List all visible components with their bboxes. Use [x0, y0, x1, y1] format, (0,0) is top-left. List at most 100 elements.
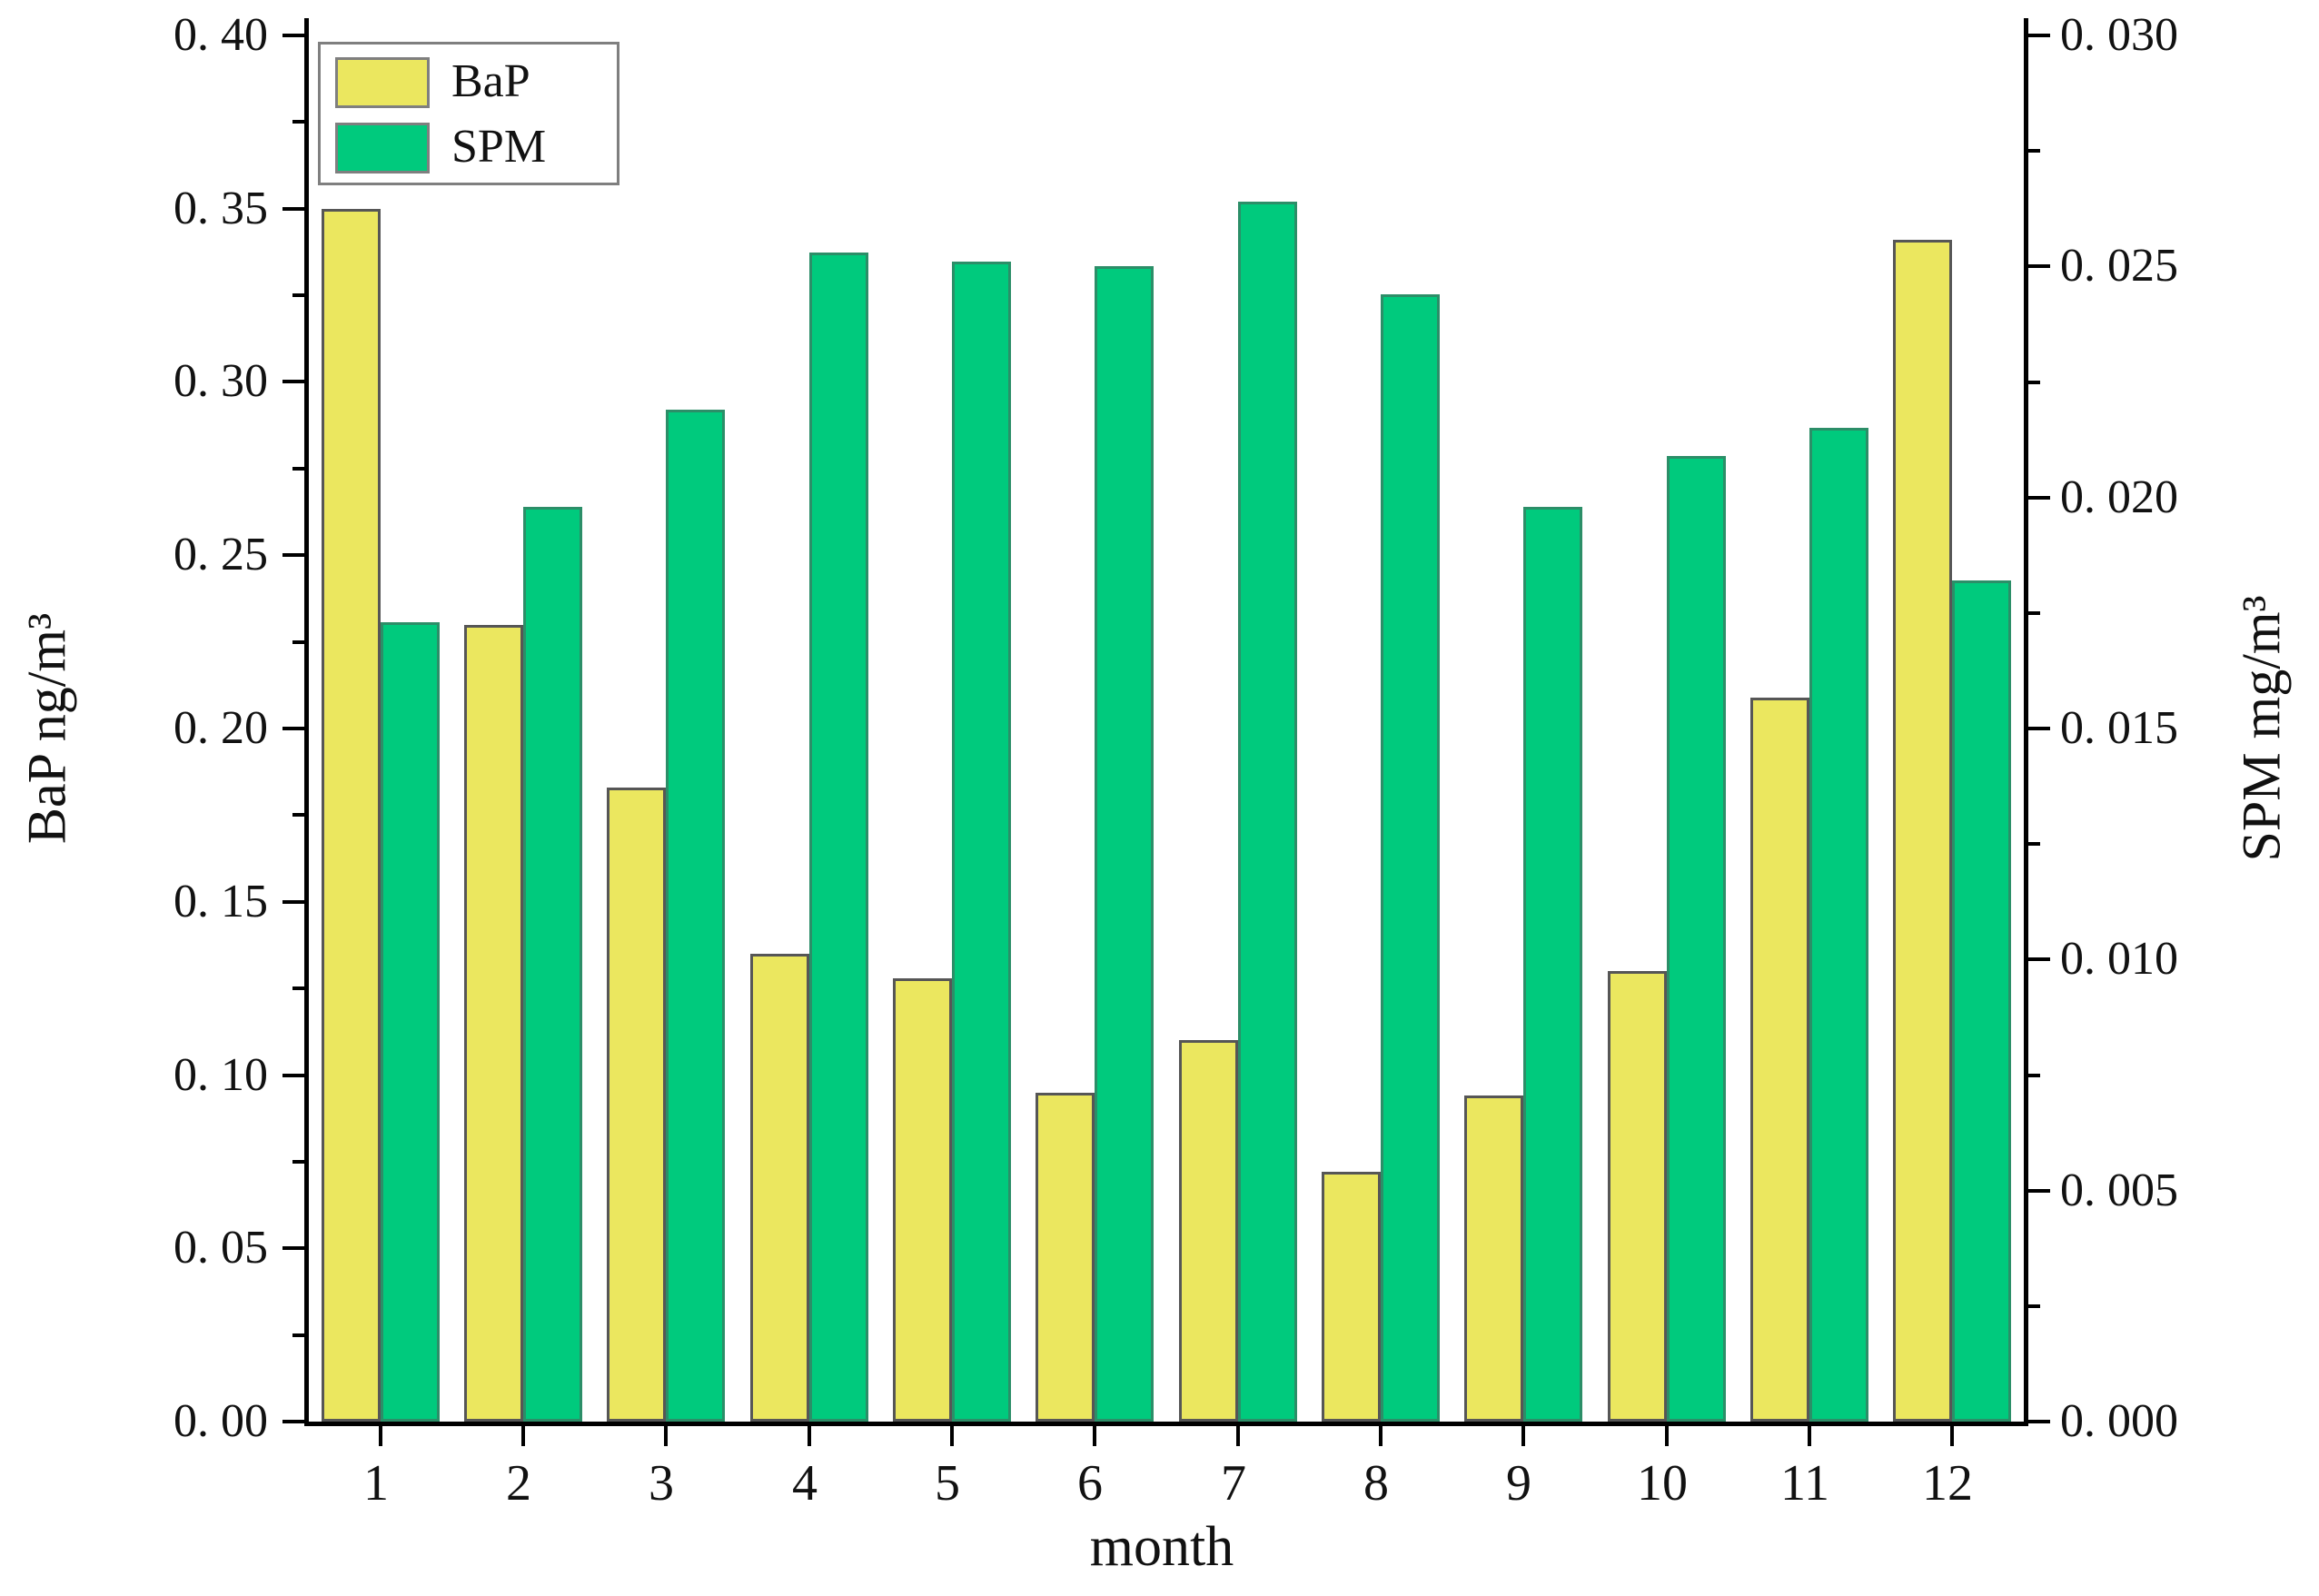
x-tick-label-7: 7	[1221, 1455, 1246, 1512]
left-axis-minor-tick	[292, 1333, 304, 1337]
left-axis-line-cap	[304, 18, 309, 35]
x-axis-tick-6	[1093, 1426, 1096, 1446]
spm-bar-month-8	[1381, 294, 1440, 1422]
x-axis-tick-4	[808, 1426, 811, 1446]
x-axis-tick-3	[664, 1426, 668, 1446]
x-axis-tick-11	[1808, 1426, 1811, 1446]
left-axis-major-tick	[282, 1420, 304, 1423]
left-axis-major-tick	[282, 727, 304, 730]
left-axis-major-tick	[282, 380, 304, 383]
bap-bar-month-12	[1893, 240, 1952, 1422]
right-axis-major-tick	[2028, 727, 2050, 730]
right-axis-major-tick	[2028, 496, 2050, 500]
x-tick-label-3: 3	[649, 1455, 674, 1512]
right-axis-major-tick	[2028, 1420, 2050, 1423]
bap-bar-month-4	[750, 954, 809, 1422]
spm-bar-month-2	[523, 507, 582, 1422]
left-axis-major-tick	[282, 1074, 304, 1077]
bap-bar-month-11	[1750, 698, 1809, 1422]
left-axis-tick-label: 0. 25	[173, 529, 268, 580]
right-axis-tick-label: 0. 010	[2060, 933, 2178, 985]
x-tick-label-12: 12	[1922, 1455, 1973, 1512]
left-axis-minor-tick	[292, 813, 304, 817]
left-axis-tick-label: 0. 10	[173, 1049, 268, 1101]
x-tick-label-5: 5	[935, 1455, 960, 1512]
x-axis-tick-7	[1236, 1426, 1240, 1446]
right-axis-minor-tick	[2028, 1074, 2040, 1077]
bap-bar-month-1	[322, 209, 381, 1422]
legend-label-bap: BaP	[451, 55, 530, 107]
right-axis-tick-label: 0. 025	[2060, 240, 2178, 292]
bap-bar-month-9	[1464, 1095, 1523, 1422]
x-axis-tick-8	[1379, 1426, 1382, 1446]
left-axis-tick-label: 0. 30	[173, 355, 268, 407]
x-axis-tick-12	[1950, 1426, 1954, 1446]
right-axis-minor-tick	[2028, 149, 2040, 153]
right-axis-tick-label: 0. 005	[2060, 1165, 2178, 1216]
bap-bar-month-7	[1179, 1040, 1238, 1422]
right-axis-minor-tick	[2028, 381, 2040, 384]
spm-swatch	[335, 123, 430, 173]
left-axis-tick-label: 0. 00	[173, 1395, 268, 1447]
x-tick-label-10: 10	[1637, 1455, 1688, 1512]
spm-bar-month-5	[952, 262, 1011, 1422]
left-axis-minor-tick	[292, 986, 304, 990]
left-axis-minor-tick	[292, 467, 304, 471]
spm-bar-month-7	[1238, 202, 1297, 1422]
right-axis-tick-label: 0. 015	[2060, 702, 2178, 754]
right-axis-major-tick	[2028, 957, 2050, 961]
left-axis-tick-label: 0. 40	[173, 9, 268, 61]
bap-bar-month-6	[1036, 1093, 1095, 1422]
x-tick-label-1: 1	[363, 1455, 389, 1512]
legend-label-spm: SPM	[451, 121, 547, 173]
left-axis-major-tick	[282, 1246, 304, 1250]
x-tick-label-11: 11	[1780, 1455, 1829, 1512]
left-axis-minor-tick	[292, 1160, 304, 1164]
x-tick-label-6: 6	[1077, 1455, 1103, 1512]
right-axis-tick-label: 0. 000	[2060, 1395, 2178, 1447]
plot-area	[282, 18, 2050, 1446]
left-axis-minor-tick	[292, 293, 304, 297]
right-axis-tick-label: 0. 020	[2060, 471, 2178, 523]
spm-bar-month-9	[1523, 507, 1582, 1422]
x-axis-tick-1	[379, 1426, 382, 1446]
spm-bar-month-12	[1952, 580, 2011, 1422]
right-axis-line-cap	[2024, 18, 2028, 35]
x-axis-tick-2	[521, 1426, 525, 1446]
x-tick-label-9: 9	[1506, 1455, 1531, 1512]
left-axis-tick-label: 0. 05	[173, 1222, 268, 1274]
right-axis-major-tick	[2028, 264, 2050, 268]
right-axis-tick-label: 0. 030	[2060, 9, 2178, 61]
right-axis-minor-tick	[2028, 611, 2040, 615]
spm-bar-month-11	[1809, 428, 1868, 1422]
left-axis-tick-label: 0. 15	[173, 876, 268, 927]
legend: BaP SPM	[318, 42, 619, 185]
x-tick-label-4: 4	[792, 1455, 818, 1512]
x-tick-label-8: 8	[1363, 1455, 1389, 1512]
left-axis-tick-label: 0. 35	[173, 183, 268, 234]
left-axis-major-tick	[282, 34, 304, 37]
left-axis-minor-tick	[292, 640, 304, 644]
spm-bar-month-4	[809, 253, 868, 1422]
left-axis-major-tick	[282, 207, 304, 211]
right-axis-major-tick	[2028, 34, 2050, 37]
spm-bar-month-6	[1095, 266, 1154, 1422]
right-axis-major-tick	[2028, 1189, 2050, 1193]
x-axis-title: month	[1089, 1516, 1234, 1578]
x-axis-tick-5	[950, 1426, 954, 1446]
bap-swatch	[335, 57, 430, 108]
left-axis-minor-tick	[292, 120, 304, 124]
bap-bar-month-2	[464, 625, 523, 1422]
x-axis-tick-9	[1521, 1426, 1525, 1446]
bap-bar-month-5	[893, 978, 952, 1422]
bap-bar-month-3	[607, 788, 666, 1422]
spm-bar-month-3	[666, 410, 725, 1422]
left-axis-major-tick	[282, 553, 304, 557]
x-tick-label-2: 2	[506, 1455, 531, 1512]
left-axis-major-tick	[282, 900, 304, 904]
spm-bar-month-10	[1667, 456, 1726, 1422]
bap-bar-month-10	[1608, 971, 1667, 1422]
x-axis-tick-10	[1665, 1426, 1669, 1446]
spm-bar-month-1	[381, 622, 440, 1422]
